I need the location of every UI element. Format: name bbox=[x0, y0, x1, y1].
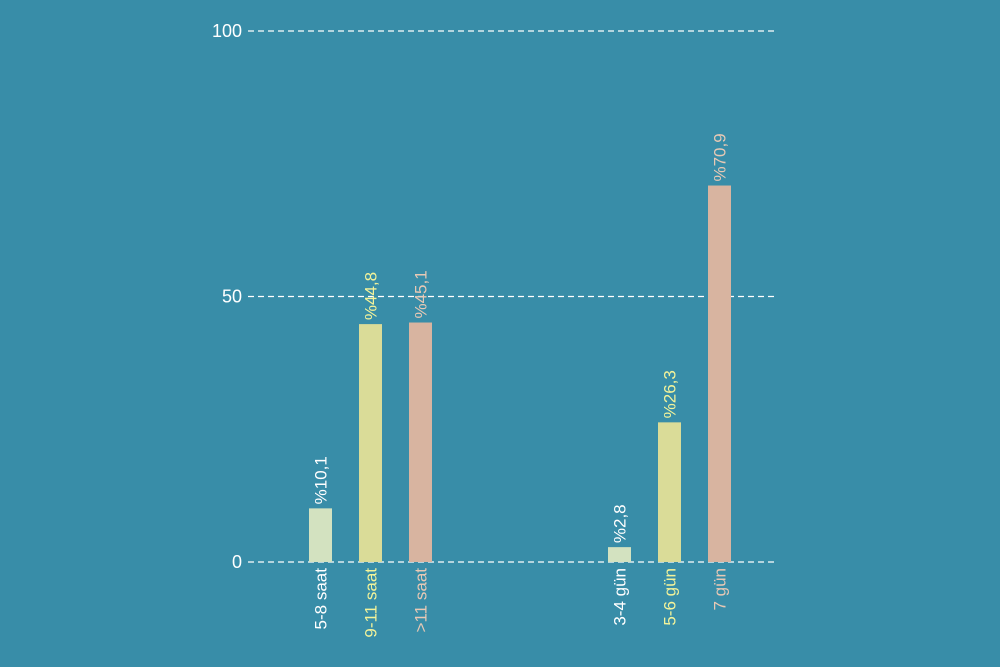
gridlines bbox=[248, 30, 778, 563]
y-tick-label: 100 bbox=[212, 21, 242, 41]
y-tick-label: 0 bbox=[232, 552, 242, 572]
bar bbox=[658, 422, 681, 562]
bar bbox=[309, 508, 332, 562]
bar bbox=[359, 324, 382, 562]
category-label: 7 gün bbox=[711, 568, 730, 611]
category-label: 5-6 gün bbox=[661, 568, 680, 626]
bar-value-label: %44,8 bbox=[362, 272, 381, 320]
bar bbox=[409, 322, 432, 562]
bar bbox=[608, 547, 631, 562]
bar-value-label: %45,1 bbox=[412, 270, 431, 318]
category-label: 9-11 saat bbox=[362, 568, 381, 638]
bars bbox=[309, 185, 731, 562]
bar-value-label: %70,9 bbox=[711, 133, 730, 181]
bar-value-label: %2,8 bbox=[611, 504, 630, 543]
bar bbox=[708, 185, 731, 562]
labels: 0 50 100 %10,1 5-8 saat %44,8 9-11 saat %45,1 >1… bbox=[212, 21, 730, 638]
category-label: 3-4 gün bbox=[611, 568, 630, 626]
category-label: >11 saat bbox=[412, 568, 431, 633]
bar-value-label: %10,1 bbox=[312, 456, 331, 504]
category-label: 5-8 saat bbox=[312, 568, 331, 630]
bar-value-label: %26,3 bbox=[661, 370, 680, 418]
y-tick-label: 50 bbox=[222, 287, 242, 307]
